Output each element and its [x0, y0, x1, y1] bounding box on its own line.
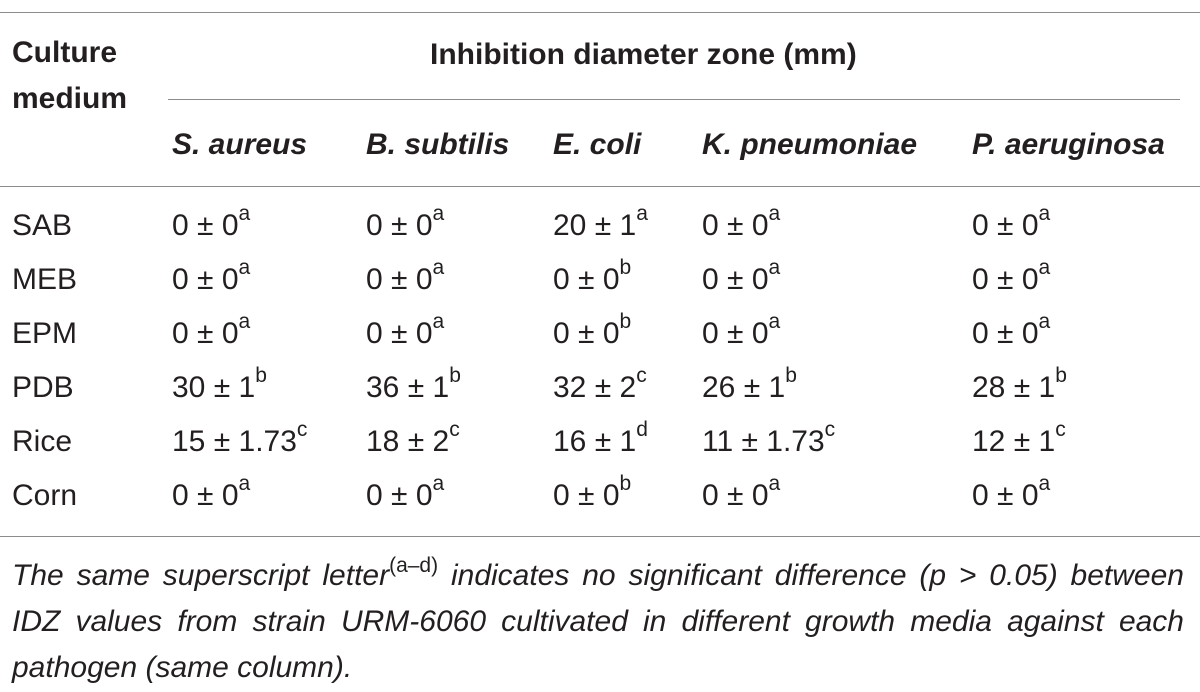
- table-cell: 12 ± 1c: [972, 418, 1066, 458]
- table-cell: 0 ± 0a: [172, 202, 251, 242]
- table-cell: 0 ± 0a: [366, 256, 445, 296]
- header-bottom-rule: [0, 186, 1200, 187]
- column-header-p-aeruginosa: P. aeruginosa: [972, 128, 1165, 161]
- table-footnote: The same superscript letter(a–d) indicat…: [12, 554, 1184, 684]
- table-cell: 16 ± 1d: [553, 418, 648, 458]
- medium-label: Rice: [12, 425, 73, 458]
- table-cell: 0 ± 0a: [972, 202, 1051, 242]
- table-cell: 0 ± 0a: [366, 310, 445, 350]
- medium-label: EPM: [12, 317, 78, 350]
- table-row: EPM 0 ± 0a 0 ± 0a 0 ± 0b 0 ± 0a 0 ± 0a: [0, 307, 1200, 361]
- column-header-s-aureus: S. aureus: [172, 128, 308, 161]
- table-cell: 0 ± 0a: [972, 472, 1051, 512]
- table-cell: 30 ± 1b: [172, 364, 267, 404]
- spanning-header-rule: [168, 99, 1180, 100]
- medium-label: MEB: [12, 263, 78, 296]
- table-row: Rice 15 ± 1.73c 18 ± 2c 16 ± 1d 11 ± 1.7…: [0, 415, 1200, 469]
- table-cell: 0 ± 0a: [972, 310, 1051, 350]
- spanning-header: Inhibition diameter zone (mm): [430, 38, 857, 71]
- table-cell: 32 ± 2c: [553, 364, 647, 404]
- table-cell: 0 ± 0a: [172, 256, 251, 296]
- table-cell: 28 ± 1b: [972, 364, 1067, 404]
- table-row: SAB 0 ± 0a 0 ± 0a 20 ± 1a 0 ± 0a 0 ± 0a: [0, 199, 1200, 253]
- table-cell: 36 ± 1b: [366, 364, 461, 404]
- table-bottom-rule: [0, 536, 1200, 537]
- table-row: MEB 0 ± 0a 0 ± 0a 0 ± 0b 0 ± 0a 0 ± 0a: [0, 253, 1200, 307]
- table-cell: 0 ± 0a: [972, 256, 1051, 296]
- column-header-e-coli: E. coli: [553, 128, 642, 161]
- table-cell: 0 ± 0b: [553, 256, 632, 296]
- table-cell: 0 ± 0a: [366, 472, 445, 512]
- table-cell: 0 ± 0a: [172, 310, 251, 350]
- medium-label: PDB: [12, 371, 74, 404]
- column-header-b-subtilis: B. subtilis: [366, 128, 510, 161]
- table-cell: 0 ± 0a: [702, 310, 781, 350]
- table-cell: 0 ± 0a: [172, 472, 251, 512]
- medium-label: Corn: [12, 479, 78, 512]
- table-cell: 15 ± 1.73c: [172, 418, 308, 458]
- table-row: PDB 30 ± 1b 36 ± 1b 32 ± 2c 26 ± 1b 28 ±…: [0, 361, 1200, 415]
- table-cell: 0 ± 0a: [702, 256, 781, 296]
- table-row: Corn 0 ± 0a 0 ± 0a 0 ± 0b 0 ± 0a 0 ± 0a: [0, 469, 1200, 523]
- medium-label: SAB: [12, 209, 73, 242]
- table-cell: 26 ± 1b: [702, 364, 797, 404]
- table-cell: 0 ± 0b: [553, 472, 632, 512]
- table-cell: 0 ± 0a: [702, 202, 781, 242]
- table-cell: 11 ± 1.73c: [702, 418, 836, 458]
- table-cell: 0 ± 0a: [366, 202, 445, 242]
- table-cell: 0 ± 0a: [702, 472, 781, 512]
- stub-header: Culture medium: [12, 36, 128, 115]
- table-top-rule: [0, 12, 1200, 13]
- table-cell: 20 ± 1a: [553, 202, 648, 242]
- table-cell: 0 ± 0b: [553, 310, 632, 350]
- table-cell: 18 ± 2c: [366, 418, 460, 458]
- column-header-k-pneumoniae: K. pneumoniae: [702, 128, 918, 161]
